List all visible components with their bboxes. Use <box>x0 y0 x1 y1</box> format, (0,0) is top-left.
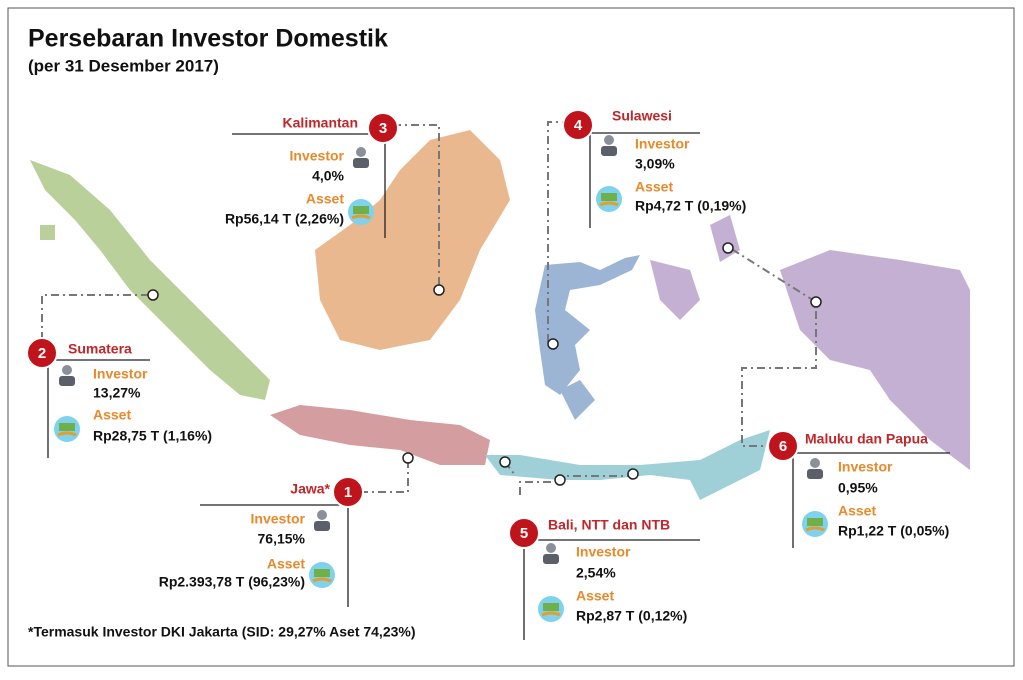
investor-value: 76,15% <box>258 531 306 547</box>
badge <box>767 430 799 462</box>
investor-icon-head <box>356 147 366 157</box>
investor-icon-head <box>604 135 614 145</box>
region: 6 Maluku dan Papua Investor 0,95% Asset Rp1,2… <box>767 430 950 548</box>
investor-icon-body <box>807 469 823 479</box>
investor-value: 3,09% <box>635 156 675 172</box>
asset-value: Rp56,14 T (2,26%) <box>225 211 344 227</box>
region-name: Jawa* <box>290 481 330 497</box>
badge-number: 1 <box>344 484 352 501</box>
asset-icon-note <box>807 518 823 526</box>
investor-label: Investor <box>290 148 345 164</box>
asset-icon-hand <box>599 201 619 207</box>
title: Persebaran Investor Domestik <box>28 25 388 53</box>
footnote: *Termasuk Investor DKI Jakarta (SID: 29,… <box>28 624 416 640</box>
asset-label: Asset <box>267 556 305 572</box>
badge-number: 6 <box>779 438 787 455</box>
investor-icon-body <box>59 376 75 386</box>
asset-value: Rp1,22 T (0,05%) <box>838 523 949 539</box>
asset-value: Rp2.393,78 T (96,23%) <box>159 574 305 590</box>
investor-icon-body <box>601 146 617 156</box>
investor-label: Investor <box>251 511 306 527</box>
investor-icon-head <box>317 510 327 520</box>
asset-icon-note <box>314 569 330 577</box>
region-name: Sulawesi <box>612 108 672 124</box>
badge-number: 5 <box>520 525 528 542</box>
asset-label: Asset <box>93 407 131 423</box>
region: 4 Sulawesi Investor 3,09% Asset Rp4,72 T (0,1… <box>562 108 746 228</box>
asset-icon-hand <box>351 214 371 220</box>
region: 3 Kalimantan Investor 4,0% Asset Rp56,14 T (2… <box>225 112 399 238</box>
asset-label: Asset <box>576 588 614 604</box>
badge-number: 4 <box>574 117 583 134</box>
subtitle: (per 31 Desember 2017) <box>28 56 219 75</box>
region: 5 Bali, NTT dan NTB Investor 2,54% Asset Rp2,… <box>508 517 700 640</box>
asset-label: Asset <box>838 503 876 519</box>
map <box>30 130 970 500</box>
badge <box>332 476 364 508</box>
investor-label: Investor <box>635 136 690 152</box>
investor-value: 13,27% <box>93 385 141 401</box>
asset-icon-note <box>59 423 75 431</box>
investor-icon-body <box>314 521 330 531</box>
region-name: Sumatera <box>68 341 132 357</box>
badge <box>562 109 594 141</box>
asset-icon-hand <box>312 577 332 583</box>
asset-value: Rp28,75 T (1,16%) <box>93 428 212 444</box>
badge <box>367 112 399 144</box>
investor-icon-body <box>543 554 559 564</box>
region: 2 Sumatera Investor 13,27% Asset Rp28,75 T (1… <box>26 337 212 458</box>
asset-icon-hand <box>805 526 825 532</box>
investor-label: Investor <box>576 544 631 560</box>
investor-icon-head <box>546 543 556 553</box>
asset-label: Asset <box>635 179 673 195</box>
asset-value: Rp4,72 T (0,19%) <box>635 198 746 214</box>
region: 1 Jawa* Investor 76,15% Asset Rp2.393,78 T (9… <box>159 476 364 607</box>
investor-icon-head <box>62 365 72 375</box>
badge <box>26 337 58 369</box>
investor-value: 0,95% <box>838 480 878 496</box>
asset-icon-note <box>543 603 559 611</box>
investor-value: 2,54% <box>576 565 616 581</box>
region-name: Kalimantan <box>283 115 358 131</box>
badge <box>508 517 540 549</box>
asset-icon-note <box>353 206 369 214</box>
asset-icon-note <box>601 193 617 201</box>
asset-value: Rp2,87 T (0,12%) <box>576 608 687 624</box>
badge-number: 2 <box>38 345 46 362</box>
investor-value: 4,0% <box>312 168 344 184</box>
map-points <box>147 242 822 486</box>
asset-icon-hand <box>541 611 561 617</box>
region-name: Maluku dan Papua <box>805 431 928 447</box>
investor-icon-head <box>810 458 820 468</box>
investor-label: Investor <box>838 459 893 475</box>
investor-icon-body <box>353 158 369 168</box>
investor-label: Investor <box>93 366 148 382</box>
asset-icon-hand <box>57 431 77 437</box>
badge-number: 3 <box>379 120 387 137</box>
asset-label: Asset <box>306 191 344 207</box>
region-name: Bali, NTT dan NTB <box>548 517 670 533</box>
